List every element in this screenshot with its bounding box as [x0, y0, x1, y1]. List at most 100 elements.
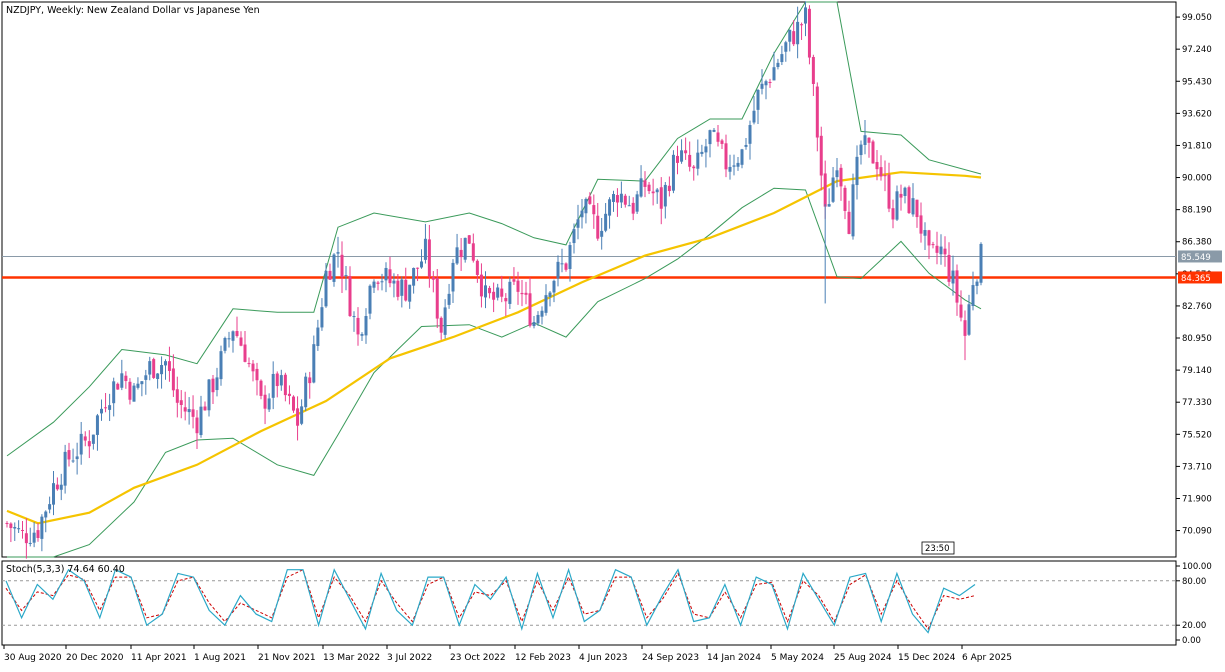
- bull-candle[interactable]: [75, 456, 79, 460]
- bear-candle[interactable]: [819, 135, 823, 176]
- bull-candle[interactable]: [496, 287, 500, 298]
- bear-candle[interactable]: [167, 361, 171, 371]
- bull-candle[interactable]: [704, 146, 708, 153]
- bear-candle[interactable]: [475, 260, 479, 275]
- bull-candle[interactable]: [612, 194, 615, 202]
- bear-candle[interactable]: [512, 279, 516, 282]
- bear-candle[interactable]: [116, 383, 120, 390]
- bear-candle[interactable]: [516, 280, 520, 292]
- bull-candle[interactable]: [655, 189, 659, 193]
- bull-candle[interactable]: [939, 246, 943, 255]
- bull-candle[interactable]: [736, 162, 740, 167]
- bull-candle[interactable]: [508, 281, 512, 304]
- bear-candle[interactable]: [275, 373, 279, 387]
- bear-candle[interactable]: [643, 180, 647, 187]
- bull-candle[interactable]: [120, 373, 124, 388]
- bear-candle[interactable]: [623, 195, 627, 205]
- bear-candle[interactable]: [879, 167, 883, 177]
- bear-candle[interactable]: [688, 154, 692, 167]
- bull-candle[interactable]: [368, 285, 372, 314]
- bear-candle[interactable]: [459, 249, 463, 258]
- stochastic-pane[interactable]: 100.00 80.00 20.00 0.00: [1, 560, 1212, 646]
- bear-candle[interactable]: [524, 292, 528, 295]
- bear-candle[interactable]: [947, 254, 951, 282]
- bear-candle[interactable]: [915, 199, 919, 218]
- bear-candle[interactable]: [388, 269, 392, 284]
- bear-candle[interactable]: [843, 187, 847, 211]
- bear-candle[interactable]: [815, 86, 819, 138]
- bull-candle[interactable]: [572, 229, 576, 244]
- bull-candle[interactable]: [412, 267, 416, 286]
- bull-candle[interactable]: [100, 408, 103, 414]
- bull-candle[interactable]: [732, 165, 736, 167]
- bull-candle[interactable]: [911, 198, 915, 215]
- bull-candle[interactable]: [63, 451, 67, 486]
- bear-candle[interactable]: [67, 450, 71, 460]
- bear-candle[interactable]: [891, 208, 895, 220]
- bear-candle[interactable]: [919, 215, 923, 234]
- bear-candle[interactable]: [471, 243, 475, 261]
- candlestick-series[interactable]: [5, 1, 983, 559]
- bear-candle[interactable]: [259, 380, 263, 396]
- bull-candle[interactable]: [59, 484, 63, 490]
- bear-candle[interactable]: [467, 235, 471, 244]
- bear-candle[interactable]: [500, 288, 504, 297]
- bull-candle[interactable]: [91, 434, 95, 444]
- bull-candle[interactable]: [536, 314, 540, 324]
- bull-candle[interactable]: [372, 281, 376, 288]
- bull-candle[interactable]: [352, 316, 356, 318]
- bear-candle[interactable]: [596, 215, 600, 239]
- bull-candle[interactable]: [108, 405, 112, 410]
- bull-candle[interactable]: [28, 542, 32, 544]
- bull-candle[interactable]: [772, 67, 776, 81]
- bear-candle[interactable]: [823, 173, 827, 207]
- bear-candle[interactable]: [179, 400, 183, 406]
- bull-candle[interactable]: [187, 409, 191, 413]
- bear-candle[interactable]: [203, 406, 207, 411]
- bull-candle[interactable]: [764, 81, 768, 86]
- bull-candle[interactable]: [443, 307, 447, 335]
- bull-candle[interactable]: [384, 267, 388, 281]
- bull-candle[interactable]: [580, 210, 584, 218]
- bull-candle[interactable]: [752, 110, 756, 123]
- bull-candle[interactable]: [627, 205, 631, 207]
- bull-candle[interactable]: [13, 526, 17, 529]
- bull-candle[interactable]: [671, 154, 675, 191]
- bull-candle[interactable]: [279, 375, 283, 386]
- bull-candle[interactable]: [756, 90, 760, 110]
- bear-candle[interactable]: [871, 141, 875, 164]
- bull-candle[interactable]: [784, 42, 788, 52]
- bear-candle[interactable]: [792, 31, 796, 45]
- bear-candle[interactable]: [724, 143, 728, 170]
- bull-candle[interactable]: [144, 375, 148, 380]
- bull-candle[interactable]: [967, 304, 971, 335]
- bull-candle[interactable]: [827, 204, 831, 207]
- bear-candle[interactable]: [124, 375, 128, 382]
- bear-candle[interactable]: [564, 263, 568, 270]
- bull-candle[interactable]: [40, 516, 44, 539]
- bear-candle[interactable]: [615, 195, 619, 203]
- bear-candle[interactable]: [907, 187, 911, 214]
- bull-candle[interactable]: [364, 316, 368, 336]
- bear-candle[interactable]: [292, 396, 295, 411]
- bull-candle[interactable]: [71, 460, 75, 462]
- bear-candle[interactable]: [488, 287, 492, 294]
- bull-candle[interactable]: [619, 193, 623, 203]
- bear-candle[interactable]: [435, 278, 439, 319]
- bear-candle[interactable]: [439, 317, 443, 333]
- bear-candle[interactable]: [243, 344, 247, 362]
- bull-candle[interactable]: [851, 184, 855, 237]
- bull-candle[interactable]: [663, 184, 667, 207]
- bear-candle[interactable]: [376, 282, 380, 284]
- bull-candle[interactable]: [584, 198, 588, 214]
- bear-candle[interactable]: [356, 317, 360, 335]
- bear-candle[interactable]: [9, 523, 13, 529]
- bear-candle[interactable]: [287, 393, 291, 396]
- bear-candle[interactable]: [255, 368, 259, 381]
- bear-candle[interactable]: [684, 150, 688, 154]
- bear-candle[interactable]: [800, 24, 804, 26]
- bull-candle[interactable]: [544, 295, 548, 313]
- bull-candle[interactable]: [360, 334, 364, 336]
- bear-candle[interactable]: [520, 292, 524, 295]
- bull-candle[interactable]: [712, 129, 716, 132]
